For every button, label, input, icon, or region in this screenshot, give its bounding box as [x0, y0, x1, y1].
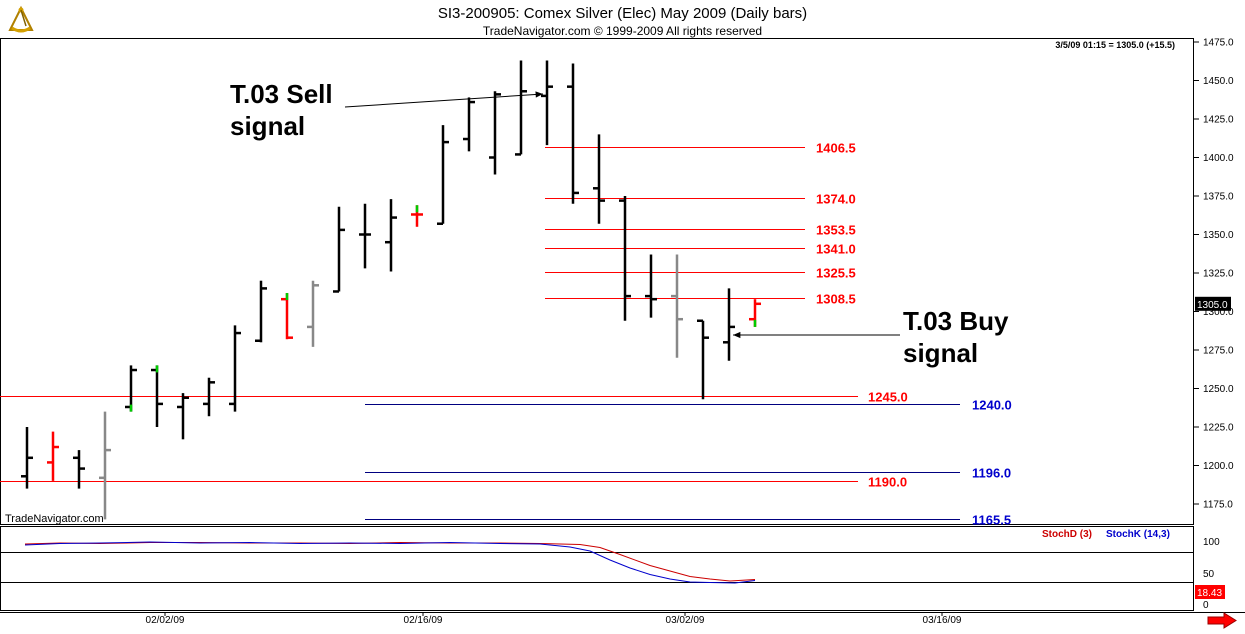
y-tick-label: 1275.0: [1203, 346, 1234, 357]
y-tick-label: 1175.0: [1203, 500, 1233, 511]
price-bar: [333, 206, 345, 293]
y-tick-label: 1250.0: [1203, 384, 1234, 395]
price-bar: [203, 377, 215, 417]
price-bar: [177, 393, 189, 440]
level-label: 1341.0: [816, 242, 856, 257]
price-bar: [749, 299, 761, 327]
y-tick-label: 1300.0: [1203, 307, 1234, 318]
level-label: 1374.0: [816, 192, 856, 207]
x-tick-label: 02/16/09: [404, 615, 443, 626]
y-tick-label: 1475.0: [1203, 38, 1234, 49]
annotation-line1: T.03 Sell: [230, 79, 333, 109]
annotation-arrowhead: [535, 91, 543, 98]
annotation-arrowhead: [733, 331, 741, 339]
annotation-line2: signal: [230, 111, 305, 141]
x-tick-label: 03/02/09: [666, 615, 705, 626]
level-label: 1325.5: [816, 266, 856, 281]
price-bar: [151, 365, 163, 427]
price-bar: [437, 125, 449, 225]
price-bar: [515, 60, 527, 156]
price-bar: [385, 199, 397, 272]
stoch-last-label: 18.43: [1197, 588, 1222, 599]
price-bar: [645, 254, 657, 318]
stoch-d-legend: StochD (3): [1042, 529, 1092, 540]
price-bar: [541, 60, 553, 146]
price-bar: [697, 319, 709, 400]
stoch-tick-label: 50: [1203, 569, 1215, 580]
price-bar: [73, 450, 85, 489]
watermark: TradeNavigator.com: [5, 513, 104, 525]
stoch-last-box: [1195, 585, 1225, 599]
annotation-line2: signal: [903, 338, 978, 368]
y-tick-label: 1225.0: [1203, 423, 1234, 434]
price-bar: [229, 325, 241, 412]
level-label: 1406.5: [816, 141, 856, 156]
price-bar: [489, 91, 501, 175]
price-bar: [619, 196, 631, 321]
price-bar: [723, 288, 735, 361]
price-bar: [125, 365, 137, 412]
level-label: 1240.0: [972, 398, 1012, 413]
y-tick-label: 1425.0: [1203, 115, 1234, 126]
stoch-tick-label: 100: [1203, 537, 1220, 548]
main-panel-frame: [0, 38, 1194, 525]
stoch-tick-label: 0: [1203, 600, 1209, 611]
level-label: 1190.0: [868, 475, 907, 490]
copyright-text: TradeNavigator.com © 1999-2009 All right…: [482, 24, 763, 38]
price-bar: [307, 280, 319, 347]
price-bar: [359, 203, 371, 269]
y-tick-label: 1200.0: [1203, 461, 1234, 472]
level-label: 1245.0: [868, 390, 908, 405]
annotation-arrow: [344, 93, 544, 108]
level-label: 1196.0: [972, 466, 1011, 481]
level-label: 1308.5: [816, 292, 856, 307]
stoch-panel-frame: [0, 526, 1194, 611]
y-tick-label: 1375.0: [1203, 192, 1234, 203]
price-bar: [47, 431, 59, 481]
level-label: 1353.5: [816, 223, 856, 238]
last-price-box: [1195, 296, 1231, 311]
stoch-d-line: [24, 541, 756, 582]
scroll-right-arrow-icon[interactable]: [1207, 612, 1237, 629]
level-label: 1165.5: [972, 513, 1011, 528]
annotation-line1: T.03 Buy: [903, 306, 1009, 336]
y-tick-label: 1450.0: [1203, 76, 1234, 87]
price-bar: [255, 280, 267, 343]
stoch-k-line: [24, 541, 756, 584]
quote-readout: 3/5/09 01:15 = 1305.0 (+15.5): [1055, 40, 1175, 50]
price-bar: [567, 63, 579, 204]
price-bar: [99, 411, 111, 520]
price-bar: [411, 205, 423, 227]
stoch-k-legend: StochK (14,3): [1106, 529, 1170, 540]
y-tick-label: 1350.0: [1203, 230, 1234, 241]
x-tick-label: 02/02/09: [146, 615, 185, 626]
price-bar: [21, 427, 33, 489]
price-bar: [671, 254, 683, 358]
chart-title: SI3-200905: Comex Silver (Elec) May 2009…: [437, 5, 808, 22]
last-price-label: 1305.0: [1197, 300, 1228, 311]
price-bar: [593, 134, 605, 224]
y-tick-label: 1325.0: [1203, 269, 1234, 280]
price-bar: [463, 97, 475, 152]
y-tick-label: 1400.0: [1203, 153, 1234, 164]
x-tick-label: 03/16/09: [923, 615, 962, 626]
sextant-logo-icon: [6, 4, 36, 34]
price-bar: [281, 293, 293, 340]
